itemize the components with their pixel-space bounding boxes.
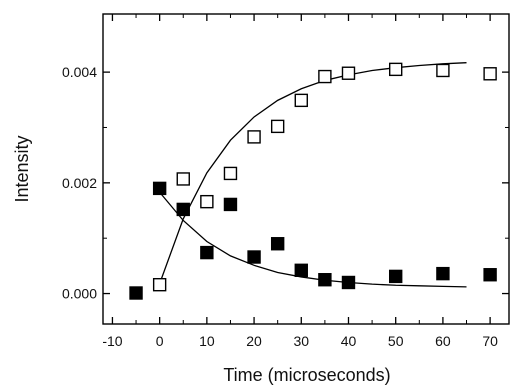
- open-square-point: [341, 66, 356, 80]
- x-tick-label: 40: [341, 333, 357, 349]
- filled-square-point: [200, 245, 214, 260]
- data-points: [129, 62, 497, 300]
- x-tick-label: 70: [482, 333, 498, 349]
- open-square-point: [318, 69, 332, 84]
- open-square-point: [270, 119, 285, 134]
- filled-square-point: [270, 237, 285, 251]
- filled-square-point: [152, 181, 167, 196]
- open-square-point: [247, 130, 261, 144]
- fit-curves: [159, 62, 467, 288]
- y-tick-label: 0.000: [62, 286, 97, 302]
- x-tick-label: 20: [246, 333, 262, 349]
- open-square-point: [388, 62, 403, 77]
- x-tick-label: 50: [388, 333, 404, 349]
- x-tick-label: 60: [435, 333, 451, 349]
- y-tick-label: 0.004: [62, 64, 97, 80]
- open-square-point: [436, 63, 450, 78]
- filled-square-point: [436, 266, 450, 281]
- x-tick-label: -10: [102, 333, 122, 349]
- filled-square-point: [341, 275, 356, 290]
- filled-square-point: [388, 269, 403, 284]
- x-axis-label: Time (microseconds): [223, 365, 390, 385]
- open-square-point: [223, 166, 238, 181]
- x-tick-label: 10: [199, 333, 215, 349]
- open-square-point: [294, 93, 308, 108]
- open-square-point: [152, 277, 167, 292]
- x-axis-ticks: -10 0 10 20 30 40 50 60 70: [102, 14, 498, 349]
- filled-square-point: [129, 286, 143, 300]
- y-axis-label: Intensity: [12, 135, 32, 202]
- open-square-point: [200, 194, 214, 209]
- x-tick-label: 30: [293, 333, 309, 349]
- fit-curve-1: [159, 62, 467, 284]
- open-square-point: [176, 172, 190, 186]
- filled-square-point: [176, 202, 190, 217]
- fit-curve-2: [159, 191, 467, 288]
- filled-square-point: [318, 273, 332, 287]
- filled-square-point: [483, 268, 497, 282]
- plot-frame: [102, 13, 510, 325]
- open-square-point: [483, 67, 497, 81]
- x-tick-label: 0: [156, 333, 164, 349]
- filled-square-point: [223, 197, 238, 212]
- y-tick-label: 0.002: [62, 175, 97, 191]
- filled-square-point: [247, 250, 261, 264]
- y-axis-ticks: 0.000 0.002 0.004: [62, 64, 509, 302]
- filled-square-point: [294, 263, 308, 278]
